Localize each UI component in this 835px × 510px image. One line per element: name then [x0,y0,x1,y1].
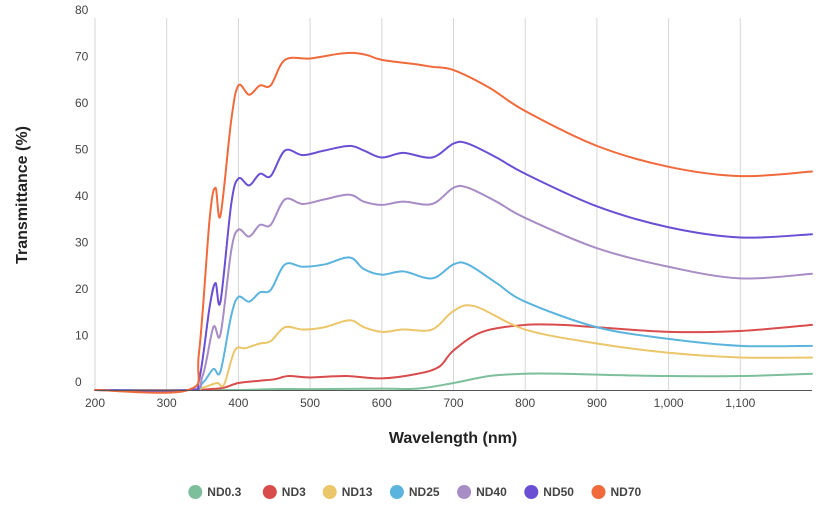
legend: ND0.3 ND3 ND13 ND25 ND40 ND50 ND70 [188,485,642,499]
legend-item-nd40[interactable]: ND40 [457,485,507,499]
legend-label: ND25 [409,485,440,499]
legend-swatch [524,485,539,499]
x-tick-label: 200 [85,396,105,410]
series-line-nd25 [94,256,813,392]
series-line-nd50 [94,140,813,392]
legend-swatch [457,485,472,499]
legend-item-nd13[interactable]: ND13 [322,485,373,499]
legend-item-nd3[interactable]: ND3 [262,485,306,499]
y-tick-label: 0 [75,375,82,389]
y-tick-label: 40 [75,189,89,203]
series-line-nd70 [94,51,813,394]
y-tick-label: 60 [75,96,89,110]
y-tick-label: 30 [75,236,89,250]
x-tick-label: 1,100 [725,396,755,410]
y-axis-title: Transmittance (%) [14,126,31,264]
x-tick-label: 600 [372,396,392,410]
x-tick-label: 400 [228,396,248,410]
y-tick-label: 70 [75,50,89,64]
legend-item-nd0-3[interactable]: ND0.3 [188,485,242,499]
x-tick-label: 900 [587,396,607,410]
x-axis-ticks: 200 300 400 500 600 700 800 900 1,000 1,100 [85,396,756,410]
legend-label: ND50 [543,485,574,499]
y-axis-ticks: 0 10 20 30 40 50 60 70 80 [75,3,89,389]
series-line-nd40 [94,184,813,393]
legend-label: ND70 [611,485,642,499]
legend-item-nd25[interactable]: ND25 [389,485,440,499]
legend-label: ND13 [342,485,373,499]
legend-item-nd50[interactable]: ND50 [524,485,574,499]
series-lines [94,51,813,394]
x-tick-label: 500 [300,396,320,410]
y-tick-label: 80 [75,3,89,17]
legend-swatch [188,485,203,499]
series-line-nd13 [94,304,813,392]
y-tick-label: 20 [75,282,89,296]
series-line-nd0-3 [94,372,813,392]
legend-swatch [591,485,606,499]
legend-label: ND40 [476,485,507,499]
x-tick-label: 1,000 [654,396,684,410]
legend-swatch [389,485,404,499]
legend-label: ND0.3 [207,485,241,499]
x-tick-label: 700 [443,396,463,410]
y-tick-label: 50 [75,143,89,157]
x-tick-label: 800 [515,396,535,410]
legend-swatch [322,485,337,499]
y-tick-label: 10 [75,329,89,343]
legend-item-nd70[interactable]: ND70 [591,485,642,499]
x-tick-label: 300 [157,396,177,410]
legend-label: ND3 [282,485,306,499]
x-axis-title: Wavelength (nm) [389,430,517,447]
legend-swatch [262,485,277,499]
